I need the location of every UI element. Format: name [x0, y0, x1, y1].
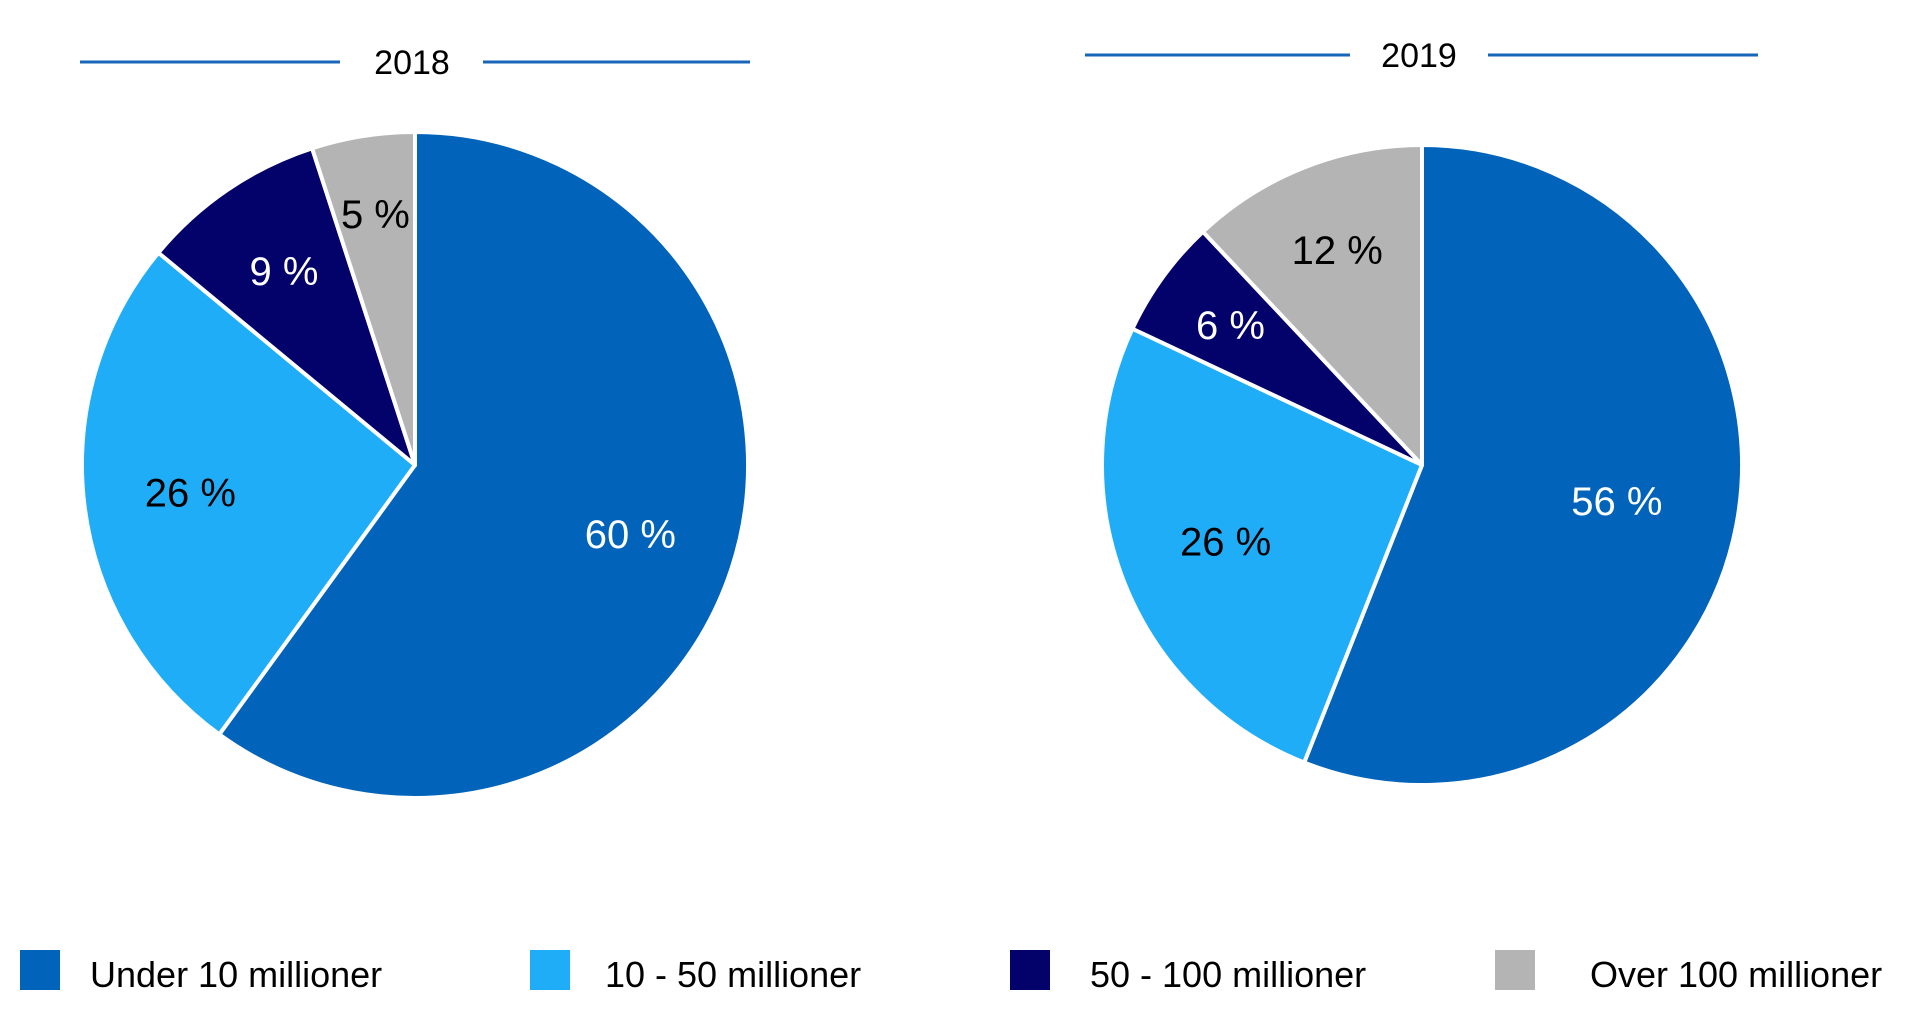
pie-slice — [80, 250, 417, 737]
pie-slice — [1302, 143, 1744, 787]
pie-slice — [1130, 229, 1424, 467]
legend: Under 10 millioner 10 - 50 millioner 50 … — [0, 950, 1920, 1010]
pie-chart-2018: 2018 60 % 26 % 9 % 5 % — [80, 44, 750, 800]
pie-slice — [1200, 143, 1424, 467]
legend-swatch — [1010, 950, 1050, 990]
legend-swatch — [530, 950, 570, 990]
legend-swatch — [1495, 950, 1535, 990]
legend-label: Under 10 millioner — [90, 954, 383, 995]
chart-title: 2019 — [1381, 37, 1457, 75]
pie-slice — [156, 146, 417, 467]
pie-charts: 2018 60 % 26 % 9 % 5 % 2019 56 % 26 % 6 % 12 % — [80, 37, 1758, 800]
slice-label: 56 % — [1571, 480, 1662, 524]
legend-label: Over 100 millioner — [1590, 954, 1883, 995]
pie-chart-2019: 2019 56 % 26 % 6 % 12 % — [1085, 37, 1758, 787]
legend-label: 50 - 100 millioner — [1090, 954, 1367, 995]
pie-slice — [217, 130, 750, 800]
slice-label: 9 % — [250, 250, 319, 294]
pie-slice — [1100, 326, 1424, 765]
legend-label: 10 - 50 millioner — [605, 954, 862, 995]
chart-title: 2018 — [374, 44, 450, 82]
slice-label: 26 % — [145, 471, 236, 515]
pie-slice — [310, 130, 417, 467]
slice-label: 6 % — [1196, 304, 1265, 348]
slice-label: 5 % — [341, 193, 410, 237]
legend-swatch — [20, 950, 60, 990]
slice-label: 60 % — [585, 513, 676, 557]
slice-label: 12 % — [1292, 229, 1383, 273]
slice-label: 26 % — [1180, 521, 1271, 565]
